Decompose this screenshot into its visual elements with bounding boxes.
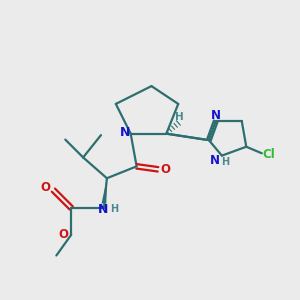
Text: N: N bbox=[212, 109, 221, 122]
Text: H: H bbox=[175, 112, 184, 122]
Text: N: N bbox=[120, 126, 130, 139]
Text: O: O bbox=[160, 163, 170, 176]
Text: Cl: Cl bbox=[262, 148, 275, 161]
Text: O: O bbox=[58, 228, 68, 241]
Text: H: H bbox=[221, 157, 230, 167]
Text: O: O bbox=[40, 181, 50, 194]
Text: N: N bbox=[210, 154, 220, 167]
Text: N: N bbox=[98, 203, 109, 216]
Polygon shape bbox=[102, 178, 107, 203]
Text: H: H bbox=[110, 204, 118, 214]
